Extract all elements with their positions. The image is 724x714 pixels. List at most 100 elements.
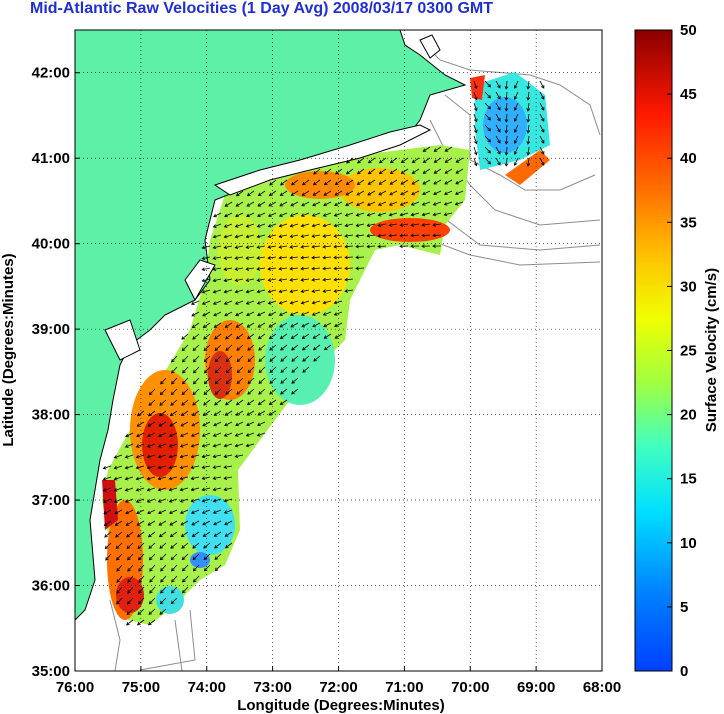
vector-arrowhead bbox=[256, 224, 261, 228]
velocity-vectors bbox=[102, 80, 545, 626]
vector-arrow bbox=[160, 553, 167, 560]
vector-arrowhead bbox=[333, 266, 337, 271]
vector-arrowhead bbox=[212, 245, 217, 250]
vector-arrow bbox=[378, 223, 387, 227]
colorbar-tick-label: 10 bbox=[680, 535, 697, 552]
vector-arrow bbox=[136, 487, 145, 491]
y-axis-label: Latitude (Degrees:Minutes) bbox=[0, 253, 17, 446]
vector-arrow bbox=[236, 399, 244, 406]
vector-arrow bbox=[412, 168, 420, 174]
vector-arrow bbox=[126, 531, 134, 538]
vector-arrow bbox=[213, 256, 222, 260]
vector-arrowhead bbox=[454, 191, 459, 196]
vector-arrow bbox=[202, 465, 211, 469]
vector-arrow bbox=[367, 234, 376, 237]
vector-arrowhead bbox=[444, 159, 449, 163]
vector-arrow bbox=[378, 234, 387, 237]
vector-arrowhead bbox=[410, 212, 415, 217]
vector-arrow bbox=[389, 179, 398, 185]
vector-arrow bbox=[268, 245, 277, 248]
vector-arrowhead bbox=[158, 412, 163, 417]
vector-arrowhead bbox=[378, 159, 383, 164]
vector-arrowhead bbox=[311, 277, 315, 282]
vector-arrow bbox=[301, 212, 310, 217]
vector-arrowhead bbox=[114, 522, 119, 526]
vector-arrow bbox=[401, 157, 409, 163]
vector-arrow bbox=[225, 531, 233, 537]
vector-arrowhead bbox=[201, 433, 206, 437]
vector-arrow bbox=[324, 168, 332, 175]
vector-arrowhead bbox=[245, 234, 250, 239]
vector-arrow bbox=[148, 399, 156, 406]
vector-arrowhead bbox=[540, 129, 545, 133]
vector-arrowhead bbox=[444, 170, 449, 174]
vector-arrowhead bbox=[289, 300, 294, 305]
vector-arrow bbox=[257, 278, 266, 281]
vector-arrow bbox=[539, 124, 545, 133]
vector-arrow bbox=[149, 575, 156, 583]
vector-arrowhead bbox=[333, 244, 337, 249]
vector-arrowhead bbox=[124, 476, 129, 481]
vector-arrowhead bbox=[201, 454, 206, 459]
vector-arrow bbox=[159, 608, 167, 615]
vector-arrowhead bbox=[202, 412, 207, 416]
vector-arrow bbox=[422, 223, 431, 226]
vector-arrow bbox=[213, 289, 222, 293]
vector-arrow bbox=[247, 399, 255, 406]
vector-arrowhead bbox=[322, 277, 326, 282]
vector-arrow bbox=[269, 344, 277, 351]
vector-arrow bbox=[213, 278, 222, 282]
vector-arrowhead bbox=[245, 301, 250, 305]
vector-arrowhead bbox=[334, 181, 339, 186]
vector-arrowhead bbox=[136, 510, 140, 515]
vector-arrow bbox=[313, 333, 321, 339]
vector-arrow bbox=[126, 619, 134, 626]
vector-arrowhead bbox=[148, 600, 153, 605]
vector-arrow bbox=[357, 157, 365, 164]
vector-arrow bbox=[301, 201, 310, 207]
vector-arrow bbox=[235, 443, 244, 447]
vector-arrowhead bbox=[126, 621, 130, 626]
vector-arrowhead bbox=[410, 244, 414, 249]
vector-arrowhead bbox=[224, 324, 229, 328]
vector-arrow bbox=[137, 608, 145, 615]
vector-arrowhead bbox=[157, 487, 162, 492]
vector-arrowhead bbox=[148, 391, 153, 396]
vector-arrowhead bbox=[280, 181, 284, 186]
vector-arrow bbox=[323, 322, 332, 327]
vector-arrowhead bbox=[224, 203, 229, 207]
vector-arrow bbox=[202, 476, 211, 480]
vector-arrow bbox=[224, 234, 233, 238]
vector-arrowhead bbox=[181, 347, 186, 352]
vector-arrowhead bbox=[513, 85, 518, 89]
vector-arrow bbox=[514, 157, 519, 166]
vector-arrow bbox=[224, 421, 233, 426]
vector-arrowhead bbox=[324, 171, 328, 175]
vector-arrowhead bbox=[212, 289, 217, 294]
vector-arrow bbox=[290, 234, 299, 238]
vector-arrowhead bbox=[377, 212, 382, 217]
vector-arrow bbox=[334, 311, 343, 316]
vector-arrowhead bbox=[223, 433, 228, 437]
vector-arrowhead bbox=[313, 358, 317, 362]
vector-arrow bbox=[473, 80, 477, 89]
vector-arrow bbox=[268, 311, 277, 316]
vector-arrow bbox=[147, 487, 156, 491]
vector-arrowhead bbox=[179, 476, 184, 481]
vector-arrow bbox=[389, 223, 398, 226]
vector-arrowhead bbox=[127, 590, 131, 594]
vector-arrow bbox=[225, 542, 233, 549]
vector-arrow bbox=[193, 564, 200, 572]
vector-arrowhead bbox=[182, 358, 186, 363]
vector-arrowhead bbox=[388, 223, 393, 227]
vector-arrow bbox=[495, 146, 501, 155]
vector-arrow bbox=[235, 234, 244, 238]
vector-arrowhead bbox=[257, 335, 262, 340]
vector-arrow bbox=[213, 443, 222, 447]
vector-arrow bbox=[224, 300, 233, 305]
vector-arrowhead bbox=[234, 454, 239, 459]
vector-arrowhead bbox=[302, 358, 306, 362]
vector-arrowhead bbox=[258, 347, 262, 351]
vector-arrowhead bbox=[473, 85, 478, 90]
vector-arrowhead bbox=[168, 487, 173, 492]
